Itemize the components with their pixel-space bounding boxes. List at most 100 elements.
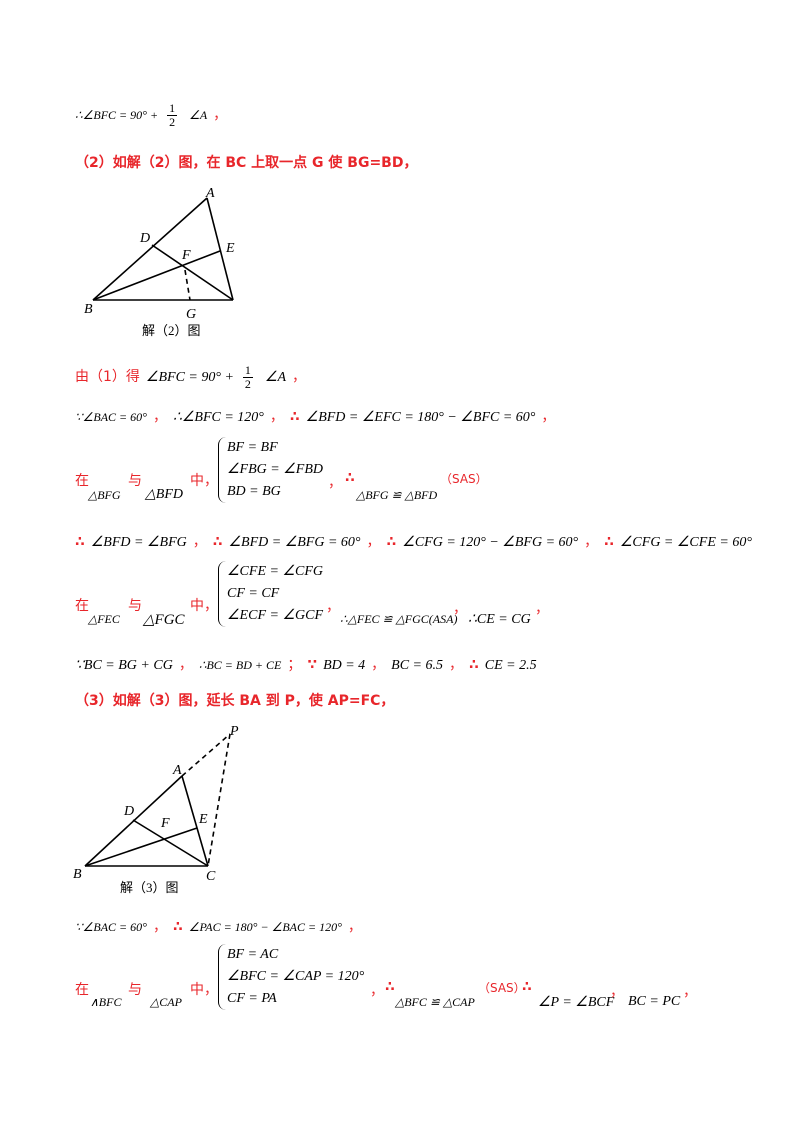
figure-2: A D E F B G 解（2）图	[84, 186, 235, 338]
numerator: 1	[167, 101, 178, 116]
math: △BFG	[88, 488, 121, 502]
therefore: ∴	[345, 470, 355, 486]
dashed-segment	[207, 733, 231, 867]
math: ∵BC = BG + CG	[75, 658, 173, 673]
step-7: ∵BC = BG + CG ， ∴BC = BD + CE ； ∵ BD = 4 ， BC =…	[75, 654, 543, 674]
equation: CF = PA	[227, 991, 277, 1006]
edge	[206, 197, 234, 301]
math: ∴CE = CG	[468, 612, 531, 627]
math: ∠PAC = 180° − ∠BAC = 120°	[188, 920, 342, 934]
therefore: ∴	[212, 534, 223, 550]
step-2: 由（1）得 ∠BFC = 90° + 1 2 ∠A ，	[75, 364, 312, 391]
equation-system: ∠CFE = ∠CFG CF = CF ∠ECF = ∠GCF	[218, 561, 323, 627]
comma: ，	[347, 919, 362, 935]
math: ∴∠BFC = 120°	[172, 410, 264, 425]
math: ∠BFC = 90° +	[145, 369, 234, 385]
comma: ，	[541, 409, 556, 425]
comma: ，	[366, 534, 381, 550]
text: 与	[128, 598, 142, 614]
heading: （2）如解（2）图，在 BC 上取一点 G 使 BG=BD，	[75, 155, 418, 171]
equation: ∠FBG = ∠FBD	[227, 462, 323, 477]
comma: ，	[178, 657, 193, 673]
comma: ，	[152, 919, 167, 935]
math: ∠BFD = ∠EFC = 180° − ∠BFC = 60°	[305, 410, 536, 425]
therefore: ∴	[385, 979, 395, 995]
point-label: B	[84, 302, 93, 317]
text: 在	[75, 473, 89, 489]
therefore: ∴	[386, 534, 397, 550]
therefore: ∴	[172, 919, 183, 935]
segment	[84, 827, 198, 867]
equation: BF = AC	[227, 947, 279, 962]
figure-3: P A D E F B C 解（3）图	[73, 724, 239, 895]
point-label: P	[229, 724, 239, 739]
numerator: 1	[242, 363, 253, 378]
comma: ，	[683, 984, 697, 1000]
equation: CF = CF	[227, 586, 280, 601]
equation: ∠ECF = ∠GCF	[227, 608, 323, 623]
math: ∠CFG = ∠CFE = 60°	[619, 535, 752, 550]
math: BC = 6.5	[391, 658, 444, 673]
math: CE = 2.5	[484, 658, 537, 673]
therefore: ∴	[75, 534, 85, 550]
math: ∠A	[264, 369, 287, 385]
comma: ，	[292, 368, 307, 385]
comma: ，	[453, 601, 467, 617]
math: △FEC	[88, 612, 120, 626]
math: ∵∠BAC = 60°	[75, 920, 147, 934]
because: ∵	[307, 657, 318, 673]
segment	[151, 244, 234, 301]
comma: ，	[326, 599, 340, 615]
dashed-segment	[181, 733, 231, 777]
text: 中，	[190, 982, 218, 998]
math: ∴∠BFC = 90° +	[75, 107, 159, 122]
equation-system: BF = BF ∠FBG = ∠FBD BD = BG	[218, 437, 323, 503]
equation: ∠BFC = ∠CAP = 120°	[227, 969, 365, 984]
step-8: ∵∠BAC = 60° ， ∴ ∠PAC = 180° − ∠BAC = 120° ，	[75, 916, 368, 936]
text: 在	[75, 598, 89, 614]
comma: ，	[371, 657, 386, 673]
text: 中，	[190, 473, 218, 489]
step-1: ∴∠BFC = 90° + 1 2 ∠A ，	[75, 102, 233, 129]
math: ∠P = ∠BCF	[538, 995, 615, 1010]
math: △FGC	[143, 612, 185, 628]
comma: ，	[610, 984, 624, 1000]
comma: ，	[535, 601, 549, 617]
comma: ，	[584, 534, 599, 550]
math: ∴BC = BD + CE	[198, 658, 282, 672]
text: 与	[128, 473, 142, 489]
text: 在	[75, 982, 89, 998]
therefore: ∴	[604, 534, 614, 550]
point-label: F	[160, 816, 170, 831]
step-5: ∴ ∠BFD = ∠BFG ， ∴ ∠BFD = ∠BFG = 60° ， ∴ ∠CFG = …	[75, 531, 758, 551]
comma: ，	[213, 106, 228, 123]
math: △BFD	[145, 487, 183, 502]
comma: ，	[152, 409, 167, 425]
comma: ，	[328, 475, 342, 491]
equation: ∠CFE = ∠CFG	[227, 564, 323, 579]
point-label: B	[73, 867, 82, 882]
reason: （SAS）	[440, 472, 488, 486]
math: BC = PC	[628, 994, 681, 1009]
point-label: D	[123, 804, 134, 819]
math: BD = 4	[323, 658, 366, 673]
point-label: E	[225, 241, 235, 256]
math: △CAP	[150, 995, 182, 1009]
math: △BFC ≌ △CAP	[395, 995, 475, 1009]
math: ∧BFC	[90, 995, 122, 1009]
point-label: F	[181, 248, 191, 263]
therefore: ∴	[522, 979, 532, 995]
comma: ，	[370, 983, 384, 999]
math: ∠CFG = 120° − ∠BFG = 60°	[402, 535, 579, 550]
math: ∠BFD = ∠BFG = 60°	[228, 535, 361, 550]
point-label: E	[198, 812, 208, 827]
denominator: 2	[169, 115, 176, 129]
caption: 解（3）图	[120, 880, 179, 895]
step-3: ∵∠BAC = 60° ， ∴∠BFC = 120° ， ∴ ∠BFD = ∠EFC = …	[75, 406, 561, 426]
math: ∠BFD = ∠BFG	[90, 535, 187, 550]
segment	[92, 250, 221, 301]
comma: ，	[192, 534, 207, 550]
math: ∴△FEC ≌ △FGC(ASA)	[340, 612, 458, 626]
